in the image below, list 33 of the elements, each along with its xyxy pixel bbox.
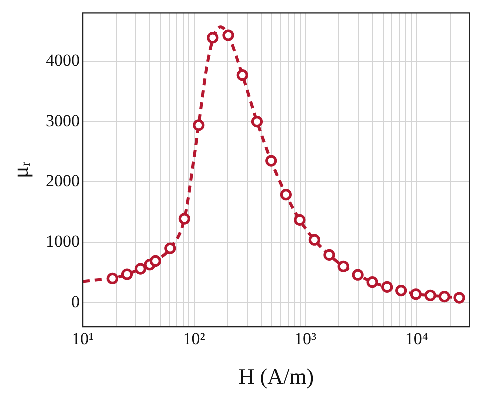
x-tick-label: 10² [183,330,206,349]
point [236,70,248,82]
point [207,32,219,44]
point [396,284,408,297]
y-tick-label: 1000 [46,232,80,251]
x-axis-title: H (A/m) [238,364,314,389]
point [382,281,394,293]
x-tick-label: 10¹ [72,330,94,349]
point [150,255,162,268]
point [280,189,292,201]
point [424,290,436,302]
point [251,116,264,128]
x-tick-label: 10⁴ [405,330,428,349]
y-tick-label: 2000 [46,172,80,191]
point [438,291,450,303]
point [410,288,422,300]
x-tick-label: 10³ [294,330,317,349]
point [222,30,234,42]
point [178,213,190,225]
point [308,234,320,246]
point [266,155,278,167]
point [164,242,176,254]
y-tick-label: 3000 [46,111,80,130]
point [324,249,336,261]
y-tick-label: 0 [72,292,80,312]
y-axis-title: μᵣ [8,162,33,179]
point [454,292,466,304]
point [294,214,306,226]
point [366,276,378,288]
point [193,120,205,132]
point [352,269,364,281]
y-tick-label: 4000 [46,50,80,70]
point [338,260,350,272]
